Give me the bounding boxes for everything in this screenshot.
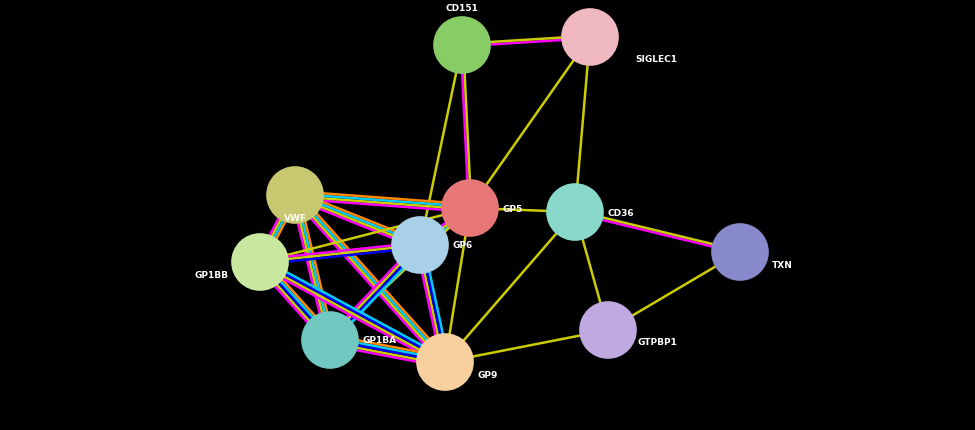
Text: CD36: CD36 — [607, 208, 634, 217]
Text: TXN: TXN — [772, 261, 793, 270]
Circle shape — [302, 312, 358, 368]
Text: GP1BB: GP1BB — [194, 271, 228, 280]
Circle shape — [232, 234, 288, 290]
Text: GP9: GP9 — [477, 371, 497, 380]
Circle shape — [392, 218, 448, 273]
Text: VWF: VWF — [284, 214, 306, 222]
Text: SIGLEC1: SIGLEC1 — [635, 54, 677, 63]
Circle shape — [580, 302, 636, 358]
Text: GP5: GP5 — [502, 204, 523, 213]
Text: GTPBP1: GTPBP1 — [638, 338, 678, 347]
Circle shape — [417, 334, 473, 390]
Circle shape — [562, 10, 618, 66]
Circle shape — [434, 18, 490, 74]
Circle shape — [712, 224, 768, 280]
Circle shape — [267, 168, 323, 224]
Text: GP1BA: GP1BA — [362, 336, 396, 345]
Text: GP6: GP6 — [452, 241, 472, 250]
Circle shape — [547, 184, 603, 240]
Circle shape — [442, 181, 498, 237]
Text: CD151: CD151 — [446, 4, 479, 13]
